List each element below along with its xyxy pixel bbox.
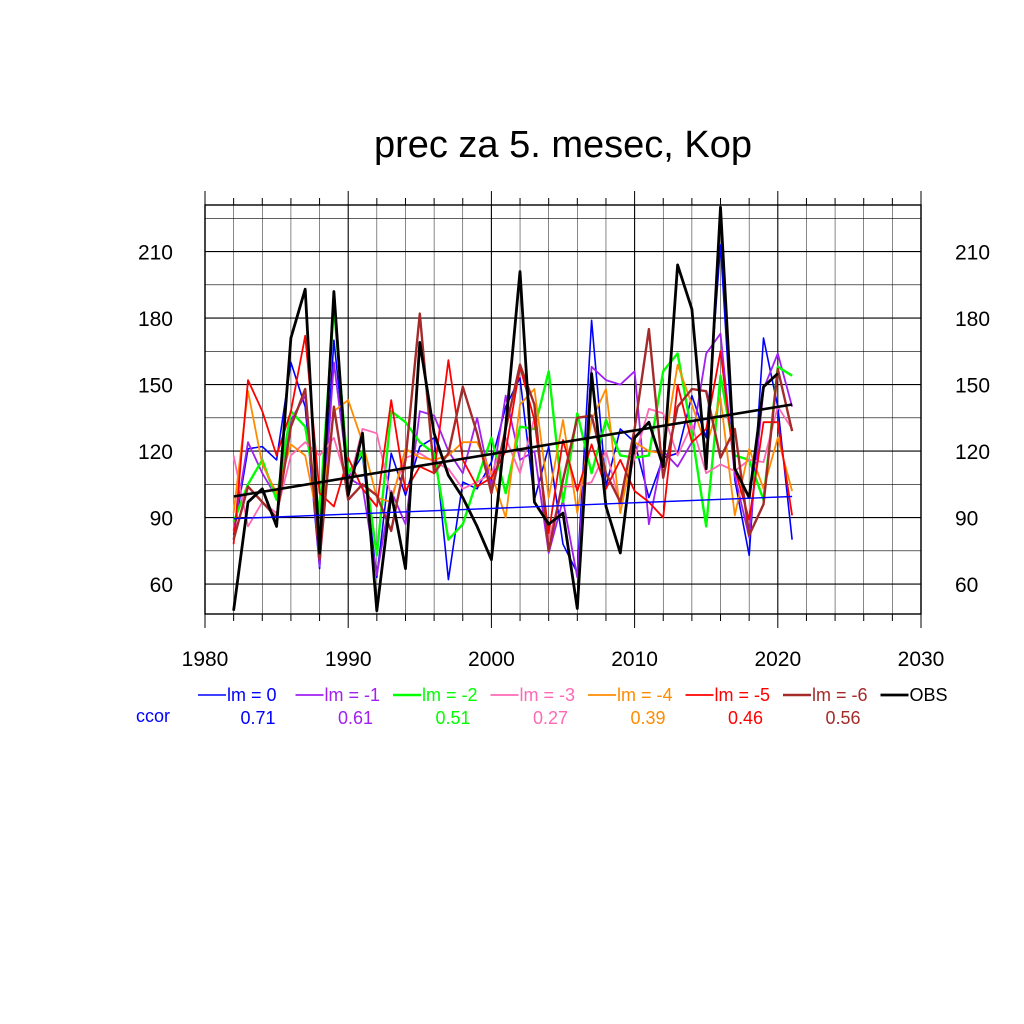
plot-frame bbox=[204, 204, 922, 615]
chart-title: prec za 5. mesec, Kop bbox=[374, 124, 752, 166]
x-tick-label: 2030 bbox=[898, 648, 945, 671]
legend: ccor lm = 0 0.71 lm = -1 0.61 lm = -2 0.51 lm … bbox=[136, 685, 948, 728]
x-tick-label: 1980 bbox=[182, 648, 229, 671]
y-tick-label-right: 120 bbox=[955, 441, 990, 464]
y-tick-label-left: 90 bbox=[150, 508, 173, 531]
ccor-value: 0.27 bbox=[533, 708, 568, 728]
legend-label: lm = -4 bbox=[617, 685, 673, 705]
legend-label: lm = -1 bbox=[325, 685, 381, 705]
y-tick-label-right: 150 bbox=[955, 375, 990, 398]
ccor-value: 0.71 bbox=[240, 708, 275, 728]
x-tick-label: 2020 bbox=[754, 648, 801, 671]
x-tick-label: 2010 bbox=[611, 648, 658, 671]
legend-label: lm = -3 bbox=[520, 685, 576, 705]
trend-line bbox=[233, 403, 793, 498]
x-tick-label: 2000 bbox=[468, 648, 515, 671]
ccor-value: 0.46 bbox=[728, 708, 763, 728]
legend-label: lm = 0 bbox=[227, 685, 277, 705]
plot-area bbox=[232, 205, 794, 613]
ccor-label: ccor bbox=[136, 706, 170, 726]
ccor-value: 0.51 bbox=[435, 708, 470, 728]
legend-label: lm = -5 bbox=[715, 685, 771, 705]
trend-line bbox=[233, 495, 793, 520]
y-tick-label-right: 210 bbox=[955, 242, 990, 265]
y-tick-label-left: 150 bbox=[138, 375, 173, 398]
series-line bbox=[232, 205, 779, 613]
y-tick-label-right: 90 bbox=[955, 508, 978, 531]
y-tick-label-left: 120 bbox=[138, 441, 173, 464]
series-line bbox=[232, 334, 793, 545]
y-tick-label-left: 180 bbox=[138, 308, 173, 331]
series-line bbox=[232, 363, 793, 530]
y-tick-label-right: 180 bbox=[955, 308, 990, 331]
axes: 1980 1990 2000 2010 2020 2030 60 60 90 90 120 120 15… bbox=[138, 191, 990, 671]
y-tick-label-left: 210 bbox=[138, 242, 173, 265]
ccor-value: 0.39 bbox=[630, 708, 665, 728]
x-tick-label: 1990 bbox=[325, 648, 372, 671]
legend-label: lm = -6 bbox=[812, 685, 868, 705]
ccor-value: 0.61 bbox=[338, 708, 373, 728]
y-tick-label-left: 60 bbox=[150, 574, 173, 597]
ccor-value: 0.56 bbox=[825, 708, 860, 728]
y-tick-label-right: 60 bbox=[955, 574, 978, 597]
legend-label: lm = -2 bbox=[422, 685, 478, 705]
legend-label: OBS bbox=[910, 685, 948, 705]
